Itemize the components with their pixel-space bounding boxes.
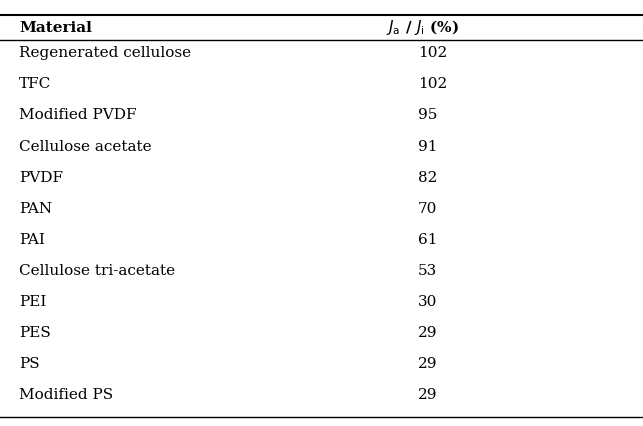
Text: 102: 102: [418, 46, 447, 60]
Text: Cellulose acetate: Cellulose acetate: [19, 140, 152, 153]
Text: 95: 95: [418, 109, 437, 122]
Text: PEI: PEI: [19, 295, 47, 309]
Text: 102: 102: [418, 78, 447, 91]
Text: Modified PS: Modified PS: [19, 389, 113, 402]
Text: 53: 53: [418, 264, 437, 278]
Text: $\mathit{J}_{\mathrm{a}}$ / $\mathit{J}_{\mathrm{i}}$ (%): $\mathit{J}_{\mathrm{a}}$ / $\mathit{J}_…: [386, 18, 458, 37]
Text: Material: Material: [19, 21, 92, 35]
Text: PS: PS: [19, 357, 40, 371]
Text: PAN: PAN: [19, 202, 53, 216]
Text: TFC: TFC: [19, 78, 51, 91]
Text: Regenerated cellulose: Regenerated cellulose: [19, 46, 192, 60]
Text: 61: 61: [418, 233, 437, 247]
Text: Cellulose tri-acetate: Cellulose tri-acetate: [19, 264, 176, 278]
Text: 29: 29: [418, 357, 437, 371]
Text: 82: 82: [418, 171, 437, 184]
Text: PAI: PAI: [19, 233, 45, 247]
Text: 29: 29: [418, 326, 437, 340]
Text: 70: 70: [418, 202, 437, 216]
Text: 29: 29: [418, 389, 437, 402]
Text: PVDF: PVDF: [19, 171, 63, 184]
Text: 91: 91: [418, 140, 437, 153]
Text: 30: 30: [418, 295, 437, 309]
Text: Modified PVDF: Modified PVDF: [19, 109, 137, 122]
Text: PES: PES: [19, 326, 51, 340]
